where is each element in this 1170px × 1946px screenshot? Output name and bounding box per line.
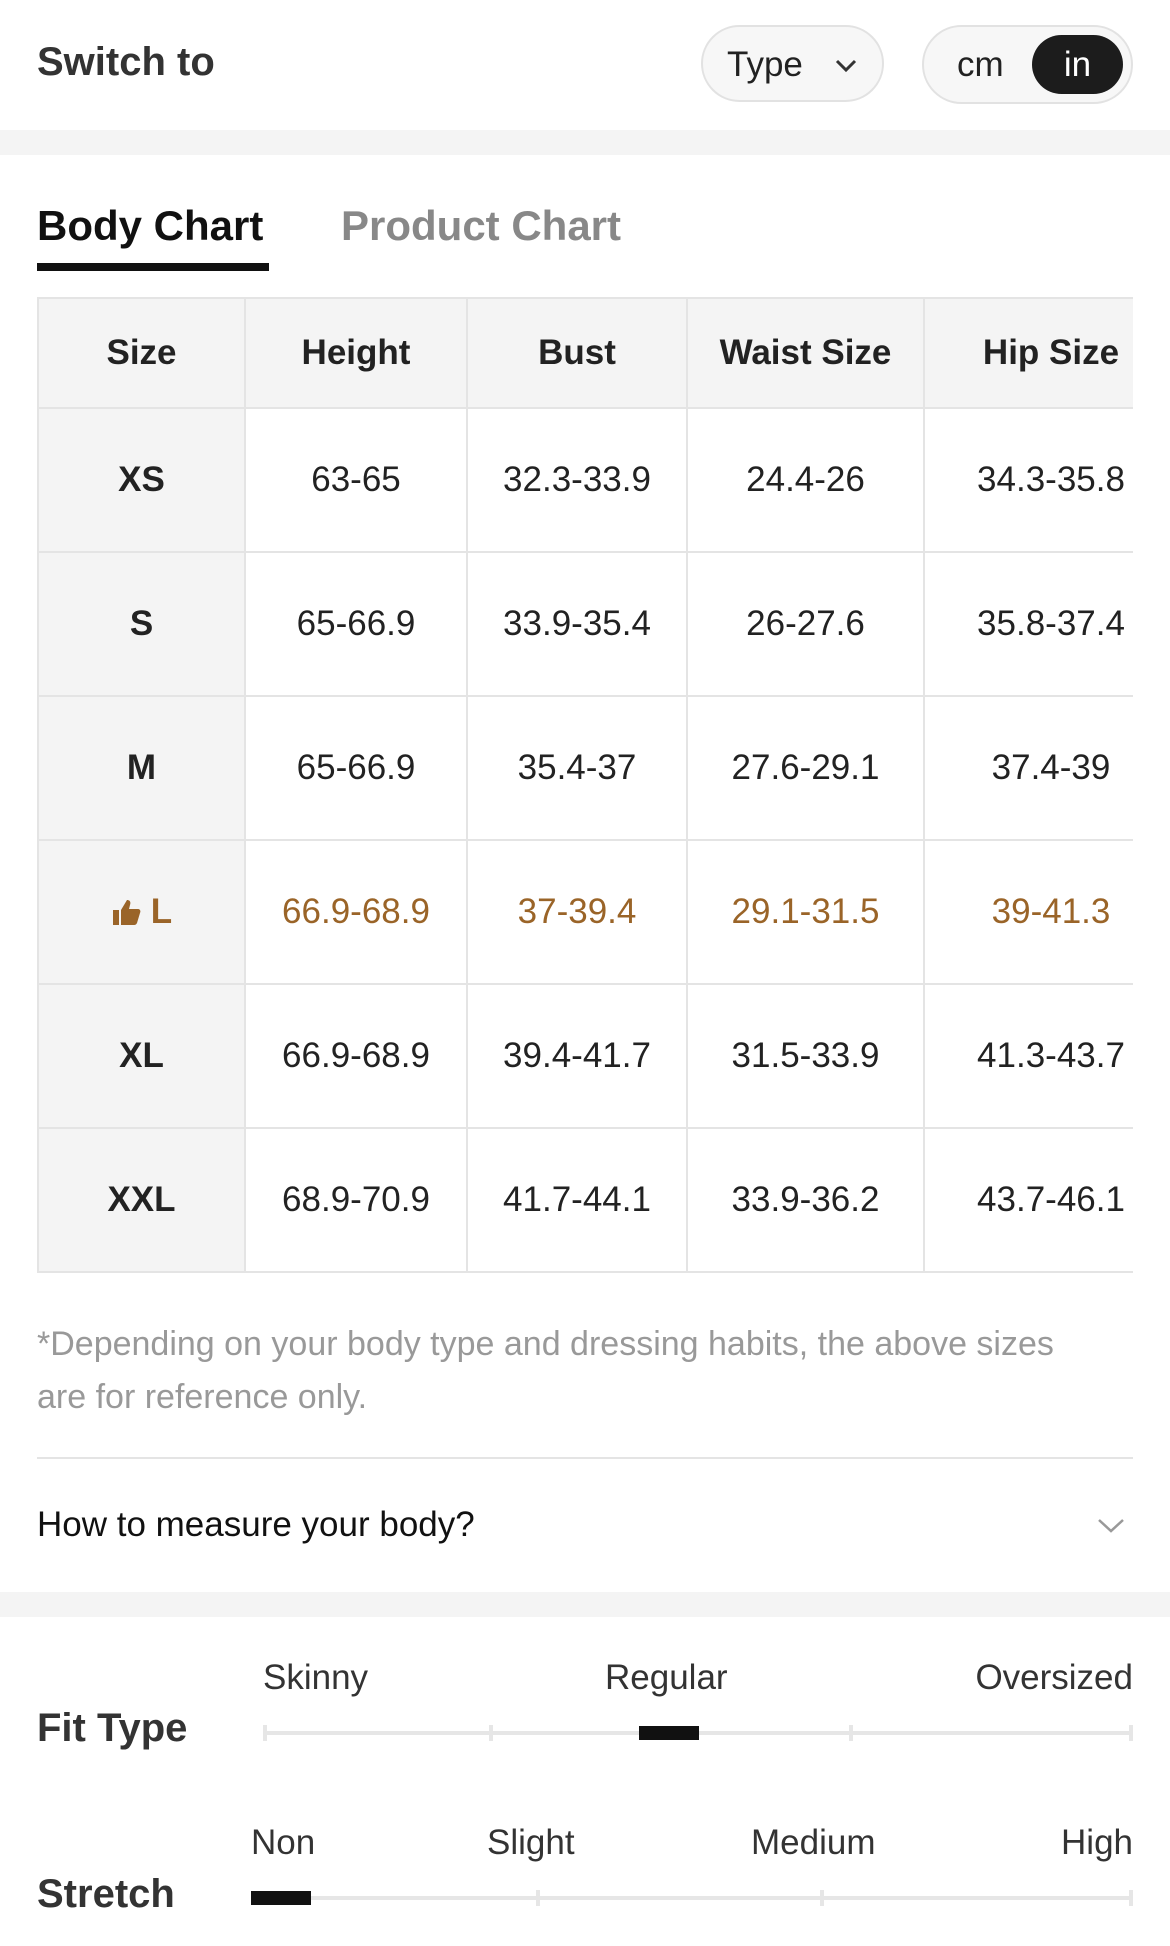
cell: 35.4-37	[466, 695, 688, 841]
cell: 41.7-44.1	[466, 1127, 688, 1273]
cell: XS	[37, 407, 246, 553]
column-header: Hip Size	[923, 297, 1133, 409]
cell: 63-65	[244, 407, 468, 553]
title: Switch to	[37, 40, 215, 84]
cell: 37.4-39	[923, 695, 1133, 841]
thumb-icon	[112, 900, 141, 925]
rule	[37, 1457, 1133, 1459]
unit-cm[interactable]: cm	[957, 45, 1004, 84]
cell: 33.9-36.2	[686, 1127, 925, 1273]
cell: 24.4-26	[686, 407, 925, 553]
chevron	[1098, 1519, 1124, 1533]
cell: M	[37, 695, 246, 841]
row: XS 63-65 32.3-33.9 24.4-26 34.3-35.8	[37, 407, 1133, 553]
option: High	[1061, 1823, 1133, 1862]
column-header: Waist Size	[686, 297, 925, 409]
table-wrap: Size Height Bust Waist Size Hip Size XS 63-65 3…	[37, 297, 1133, 1273]
cell: XXL	[37, 1127, 246, 1273]
divider-band	[0, 1592, 1170, 1617]
cell: L	[37, 839, 246, 985]
row: XXL 68.9-70.9 41.7-44.1 33.9-36.2 43.7-46.1	[37, 1127, 1133, 1273]
note: *Depending on your body type and dressin…	[37, 1325, 1054, 1416]
measure-link[interactable]: How to measure your body?	[37, 1505, 475, 1544]
cell: 27.6-29.1	[686, 695, 925, 841]
option: Skinny	[263, 1658, 369, 1697]
cell: 39-41.3	[923, 839, 1133, 985]
cell: S	[37, 551, 246, 697]
cell: 65-66.9	[244, 551, 468, 697]
cell: 33.9-35.4	[466, 551, 688, 697]
type-button[interactable]: Type	[701, 25, 884, 102]
stretch-track	[251, 1890, 1133, 1906]
cell: 39.4-41.7	[466, 983, 688, 1129]
cell: XL	[37, 983, 246, 1129]
fit-options: Skinny Regular Oversized	[263, 1658, 1133, 1698]
option: Regular	[605, 1658, 728, 1697]
cell: 26-27.6	[686, 551, 925, 697]
cell: 65-66.9	[244, 695, 468, 841]
stretch-options: Non Slight Medium High	[251, 1823, 1133, 1863]
cell: 31.5-33.9	[686, 983, 925, 1129]
column-header: Height	[244, 297, 468, 409]
tab-active[interactable]: Body Chart	[37, 202, 264, 249]
stretch-marker	[251, 1891, 311, 1905]
option: Oversized	[975, 1658, 1133, 1697]
tab[interactable]: Product Chart	[341, 202, 622, 249]
divider-band	[0, 130, 1170, 155]
unit-toggle[interactable]: cm in	[922, 25, 1133, 104]
option: Non	[251, 1823, 316, 1862]
row: L 66.9-68.9 37-39.4 29.1-31.5 39-41.3	[37, 839, 1133, 985]
unit-in[interactable]: in	[1032, 35, 1123, 94]
column-header: Bust	[466, 297, 688, 409]
cell: 35.8-37.4	[923, 551, 1133, 697]
fit-track	[263, 1725, 1133, 1741]
cell: 41.3-43.7	[923, 983, 1133, 1129]
stretch-label: Stretch	[37, 1872, 175, 1916]
chevron	[835, 59, 857, 73]
row: XL 66.9-68.9 39.4-41.7 31.5-33.9 41.3-43.7	[37, 983, 1133, 1129]
cell: 37-39.4	[466, 839, 688, 985]
cell: 66.9-68.9	[244, 839, 468, 985]
header-row: Size Height Bust Waist Size Hip Size	[37, 297, 1133, 409]
row: M 65-66.9 35.4-37 27.6-29.1 37.4-39	[37, 695, 1133, 841]
fit-type-label: Fit Type	[37, 1706, 188, 1750]
option: Medium	[751, 1823, 876, 1862]
cell: 32.3-33.9	[466, 407, 688, 553]
tab-underline	[37, 263, 269, 271]
option: Slight	[487, 1823, 575, 1862]
column-header: Size	[37, 297, 246, 409]
cell: 66.9-68.9	[244, 983, 468, 1129]
cell-text: L	[150, 892, 173, 931]
cell: 34.3-35.8	[923, 407, 1133, 553]
cell: 43.7-46.1	[923, 1127, 1133, 1273]
type-label: Type	[727, 45, 803, 84]
cell: 29.1-31.5	[686, 839, 925, 985]
row: S 65-66.9 33.9-35.4 26-27.6 35.8-37.4	[37, 551, 1133, 697]
size-table: Size Height Bust Waist Size Hip Size XS 63-65 3…	[37, 297, 1133, 1273]
cell: 68.9-70.9	[244, 1127, 468, 1273]
fit-marker	[639, 1726, 699, 1740]
